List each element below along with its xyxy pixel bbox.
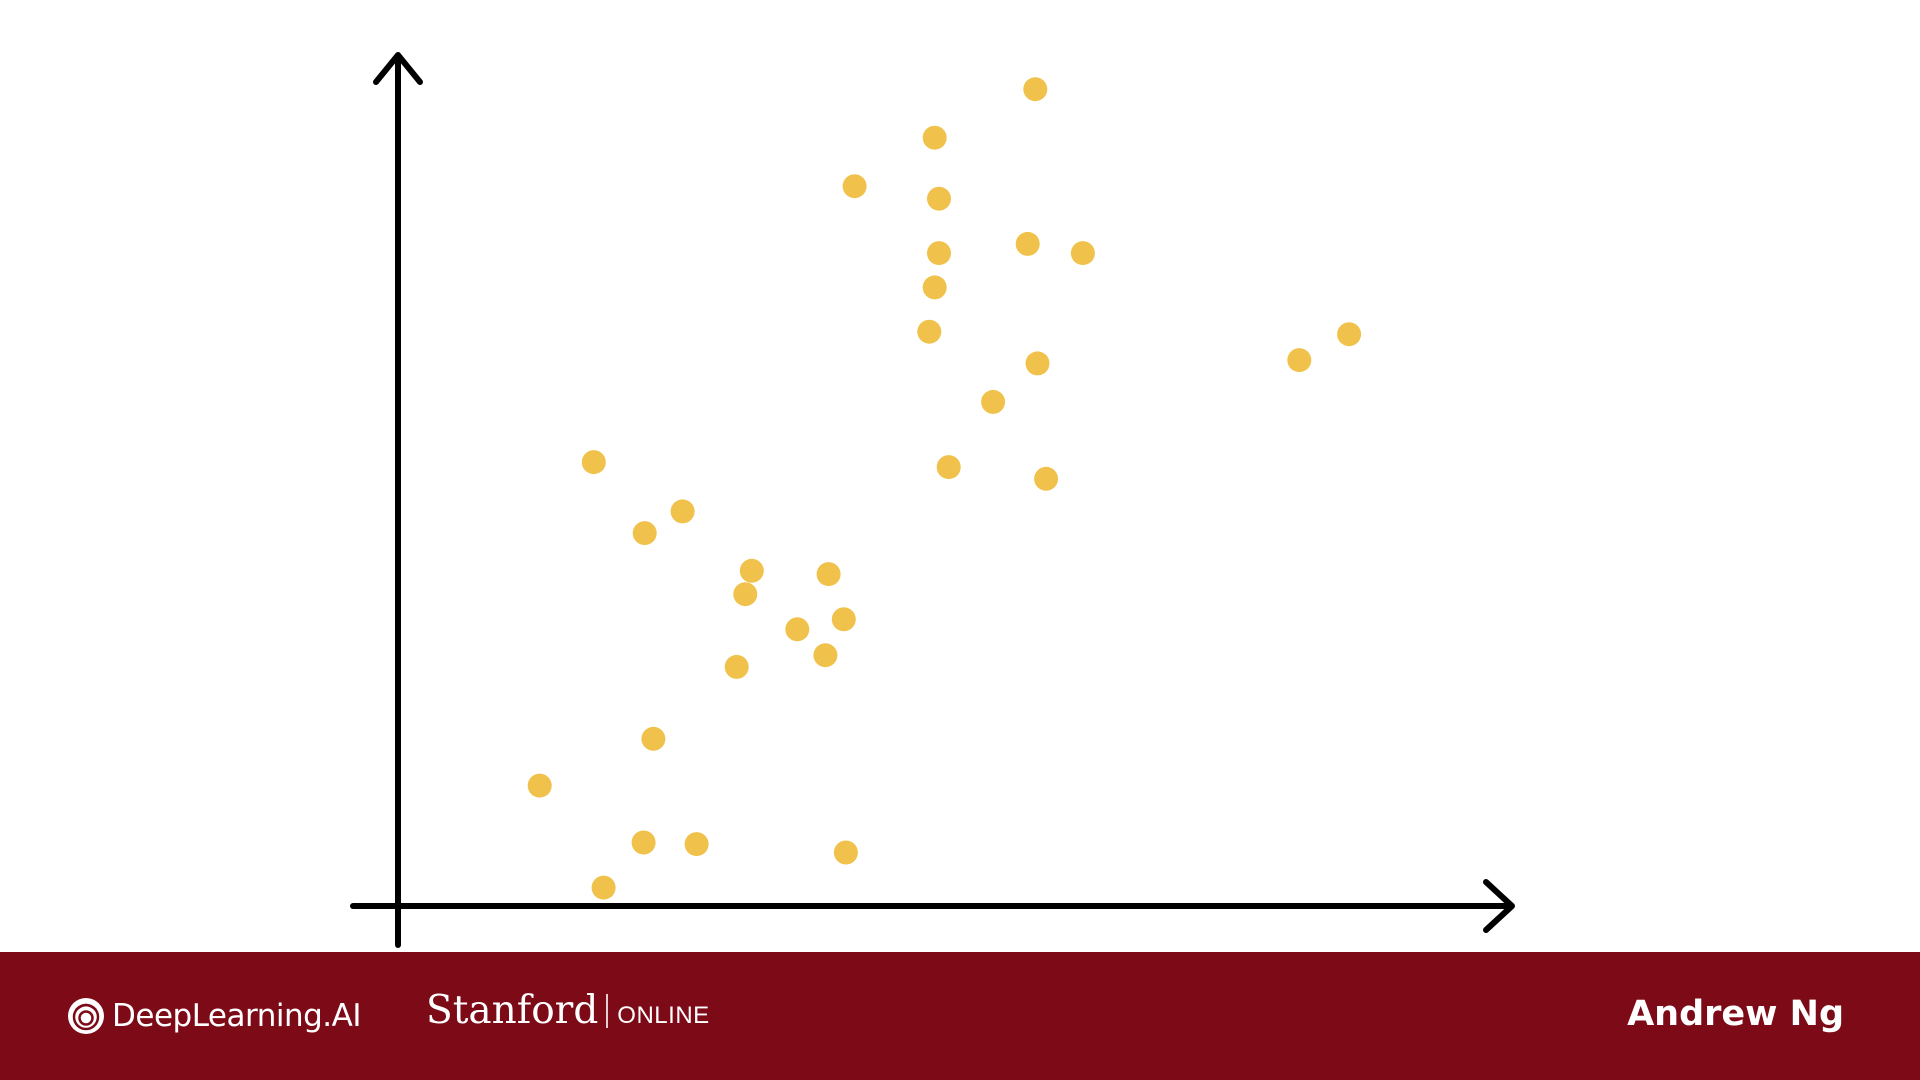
data-point	[1015, 231, 1040, 256]
data-point	[842, 174, 867, 199]
data-point	[641, 726, 666, 751]
data-point	[1023, 77, 1048, 102]
axes	[350, 52, 1515, 948]
data-point	[1337, 322, 1362, 347]
stanford-online-logo: Stanford ONLINE	[426, 988, 710, 1033]
data-point	[684, 832, 709, 857]
data-point	[927, 186, 951, 211]
data-point	[527, 773, 552, 798]
data-point	[724, 654, 749, 679]
x-axis-arrowhead	[1483, 879, 1515, 933]
stanford-wordmark: Stanford	[426, 988, 599, 1033]
data-point	[670, 499, 695, 524]
deeplearning-logo-icon	[68, 998, 104, 1034]
data-point	[922, 275, 947, 300]
data-point	[591, 875, 616, 900]
data-point	[631, 830, 656, 855]
data-point	[981, 389, 1006, 414]
data-point	[733, 582, 758, 607]
data-point	[581, 450, 606, 475]
presenter-name: Andrew Ng	[1627, 994, 1844, 1034]
data-point	[831, 607, 856, 632]
deeplearning-ai-logo: DeepLearning.AI	[66, 996, 361, 1036]
data-point	[922, 125, 947, 150]
data-point	[917, 319, 942, 344]
data-point	[632, 521, 657, 546]
data-point	[785, 617, 810, 642]
data-point	[833, 840, 858, 865]
data-point	[927, 241, 951, 266]
data-point	[1025, 351, 1050, 376]
data-point	[1287, 348, 1312, 373]
data-points	[527, 77, 1362, 900]
scatter-plot	[350, 52, 1515, 948]
slide-canvas	[350, 52, 1515, 948]
logo-divider	[606, 993, 609, 1028]
data-point	[936, 455, 961, 480]
y-axis-arrowhead	[373, 52, 423, 85]
data-point	[1070, 241, 1095, 266]
data-point	[1034, 466, 1059, 491]
footer-bar: DeepLearning.AI Stanford ONLINE Andrew N…	[0, 952, 1920, 1080]
data-point	[813, 643, 838, 668]
online-wordmark: ONLINE	[617, 1001, 710, 1029]
deeplearning-ai-wordmark: DeepLearning.AI	[112, 998, 361, 1034]
data-point	[739, 558, 764, 583]
data-point	[816, 562, 841, 587]
